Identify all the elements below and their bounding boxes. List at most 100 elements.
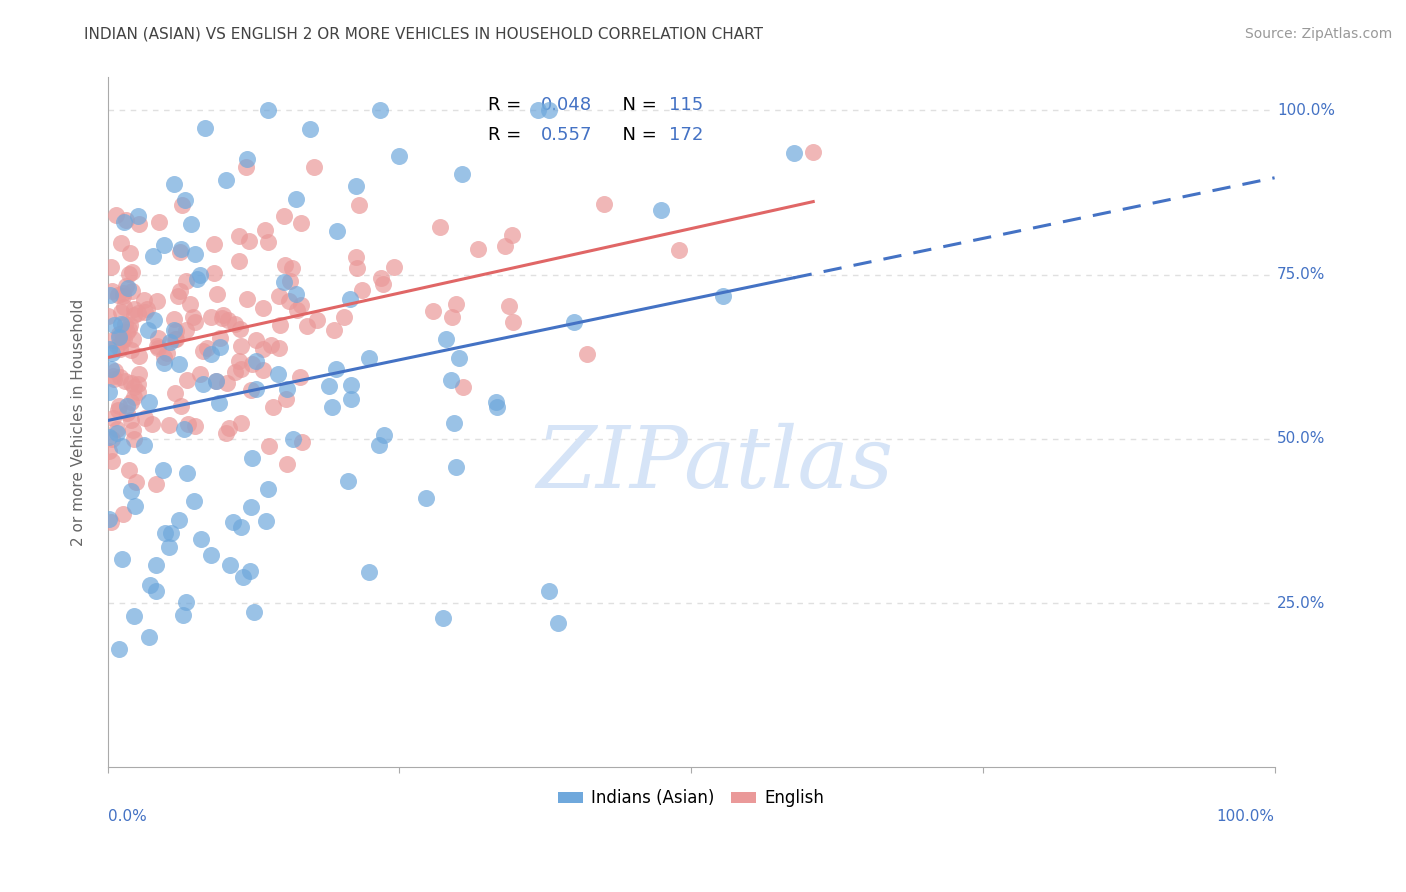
Point bbox=[107, 330, 129, 344]
Point bbox=[121, 413, 143, 427]
Text: INDIAN (ASIAN) VS ENGLISH 2 OR MORE VEHICLES IN HOUSEHOLD CORRELATION CHART: INDIAN (ASIAN) VS ENGLISH 2 OR MORE VEHI… bbox=[84, 27, 763, 42]
Point bbox=[97, 385, 120, 400]
Point bbox=[176, 466, 198, 480]
Text: 115: 115 bbox=[669, 96, 703, 114]
Text: 75.0%: 75.0% bbox=[1277, 267, 1326, 282]
Point bbox=[450, 167, 472, 181]
Point bbox=[266, 367, 288, 381]
Point bbox=[110, 317, 132, 331]
Point bbox=[302, 160, 325, 174]
Point bbox=[371, 277, 394, 291]
Point bbox=[111, 289, 134, 303]
Point bbox=[107, 426, 129, 441]
Point bbox=[467, 242, 489, 256]
Point bbox=[485, 400, 508, 414]
Point bbox=[145, 558, 167, 573]
Y-axis label: 2 or more Vehicles in Household: 2 or more Vehicles in Household bbox=[72, 299, 86, 546]
Point bbox=[276, 458, 298, 472]
Point bbox=[134, 305, 156, 319]
Point bbox=[228, 254, 250, 268]
Point bbox=[134, 438, 156, 452]
Point bbox=[236, 292, 259, 306]
Point bbox=[195, 341, 218, 355]
Point bbox=[111, 334, 134, 349]
Point bbox=[502, 315, 524, 329]
Point bbox=[415, 491, 437, 505]
Point bbox=[148, 331, 170, 345]
Point bbox=[138, 323, 160, 337]
Point bbox=[114, 375, 136, 389]
Point bbox=[209, 340, 232, 354]
Point bbox=[169, 285, 191, 299]
Point bbox=[134, 293, 156, 307]
Point bbox=[538, 583, 561, 598]
Point bbox=[162, 323, 184, 337]
Point bbox=[368, 438, 391, 452]
Point bbox=[547, 616, 569, 631]
Point bbox=[274, 258, 297, 272]
Point bbox=[148, 215, 170, 229]
Point bbox=[501, 227, 523, 242]
Point bbox=[115, 325, 138, 339]
Point bbox=[101, 284, 124, 298]
Point bbox=[219, 558, 242, 572]
Point bbox=[668, 244, 690, 258]
Point bbox=[120, 246, 142, 260]
Point bbox=[176, 373, 198, 387]
Point bbox=[280, 275, 302, 289]
Point bbox=[184, 418, 207, 433]
Point bbox=[120, 376, 142, 390]
Point bbox=[100, 260, 122, 275]
Point bbox=[235, 161, 257, 175]
Point bbox=[494, 239, 516, 253]
Point bbox=[281, 260, 304, 275]
Point bbox=[240, 451, 263, 466]
Point bbox=[145, 477, 167, 491]
Point bbox=[323, 323, 346, 337]
Point bbox=[121, 284, 143, 298]
Point bbox=[256, 103, 278, 118]
Point bbox=[108, 370, 131, 384]
Point bbox=[190, 532, 212, 546]
Point bbox=[388, 149, 411, 163]
Point bbox=[229, 322, 252, 336]
Point bbox=[368, 103, 391, 118]
Point bbox=[128, 217, 150, 231]
Point bbox=[170, 242, 193, 256]
Point bbox=[485, 395, 508, 409]
Point bbox=[295, 319, 318, 334]
Point bbox=[165, 324, 187, 338]
Point bbox=[107, 288, 129, 302]
Point bbox=[156, 346, 179, 360]
Point bbox=[200, 310, 222, 324]
Point bbox=[115, 213, 138, 227]
Text: R =: R = bbox=[488, 96, 527, 114]
Point bbox=[138, 394, 160, 409]
Point bbox=[138, 577, 160, 591]
Point bbox=[245, 333, 267, 347]
Point bbox=[110, 305, 132, 319]
Point bbox=[97, 430, 120, 444]
Point bbox=[136, 302, 159, 317]
Point bbox=[228, 228, 250, 243]
Text: N =: N = bbox=[610, 96, 662, 114]
Point bbox=[370, 271, 392, 285]
Point bbox=[240, 357, 263, 371]
Point bbox=[205, 375, 228, 389]
Point bbox=[325, 362, 347, 376]
Point bbox=[167, 357, 190, 371]
Point bbox=[228, 354, 250, 368]
Point bbox=[276, 382, 298, 396]
Point bbox=[153, 356, 176, 370]
Text: 100.0%: 100.0% bbox=[1216, 809, 1275, 823]
Point bbox=[146, 293, 169, 308]
Point bbox=[174, 274, 197, 288]
Point bbox=[127, 377, 149, 392]
Point bbox=[446, 459, 468, 474]
Point bbox=[188, 268, 211, 282]
Point bbox=[290, 216, 312, 230]
Point bbox=[340, 378, 363, 392]
Point bbox=[118, 322, 141, 336]
Point bbox=[221, 516, 243, 530]
Point bbox=[120, 484, 142, 499]
